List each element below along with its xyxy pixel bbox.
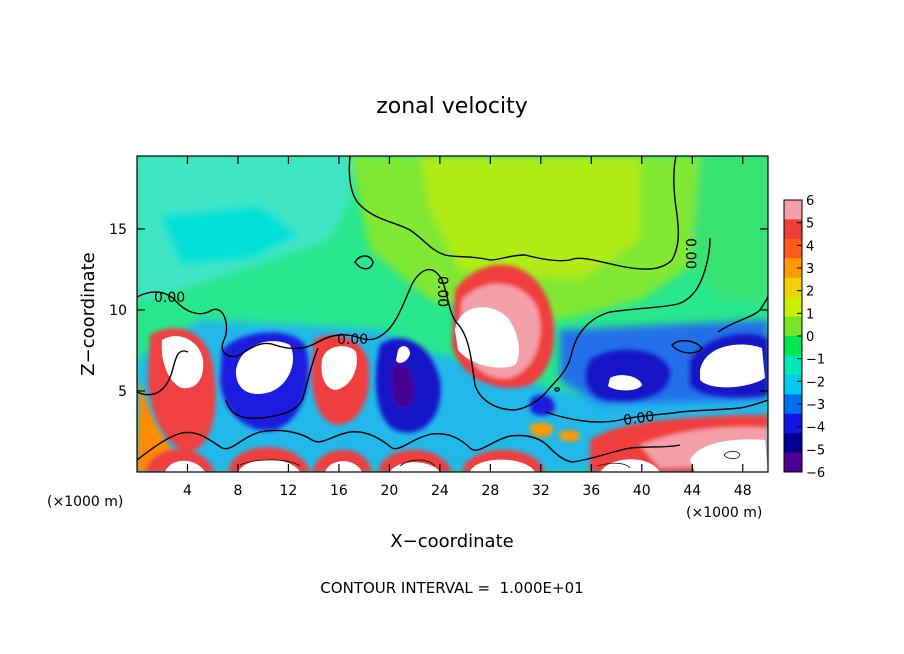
heatmap-field xyxy=(137,156,768,472)
colorbar-tick-label: −3 xyxy=(806,398,825,413)
core-bottom-2 xyxy=(238,459,300,472)
contour-closed-small xyxy=(354,255,374,270)
core-blob-2 xyxy=(235,341,294,394)
colorbar-swatch xyxy=(784,297,802,318)
contour-label-1: 0.00 xyxy=(154,290,185,306)
contour-upper-right xyxy=(348,156,680,270)
contour-interval-note: CONTOUR INTERVAL = 1.000E+01 xyxy=(320,579,583,597)
colorbar-tick-label: −6 xyxy=(806,466,825,481)
contour-mid-lower xyxy=(225,347,319,420)
x-tick-label: 32 xyxy=(532,483,550,499)
x-tick-label: 16 xyxy=(330,483,348,499)
colorbar-swatch xyxy=(784,355,802,376)
colorbar-swatch xyxy=(784,238,802,259)
colorbar-tick-label: 0 xyxy=(806,330,814,345)
x-tick-label: 20 xyxy=(380,483,398,499)
upper-right-green xyxy=(690,156,768,300)
thin-contour-4 xyxy=(597,462,631,469)
core-bottom-far-right xyxy=(690,439,768,472)
upper-center-yellow xyxy=(420,156,640,280)
colorbar-swatch xyxy=(784,316,802,337)
chart-title: zonal velocity xyxy=(376,94,528,119)
colorbar-tick-label: 6 xyxy=(806,194,814,209)
thin-contour-2 xyxy=(399,459,436,467)
colorbar-tick-label: 4 xyxy=(806,239,814,254)
contour-label-2: 0.00 xyxy=(337,332,368,348)
core-left xyxy=(161,336,204,389)
x-tick-label: 40 xyxy=(633,483,651,499)
colorbar-swatch xyxy=(784,200,802,220)
core-center-left xyxy=(321,346,357,390)
x-axis-ticks: 4 8 12 16 20 24 28 32 36 40 44 48 xyxy=(183,156,752,499)
small-orange-spots xyxy=(529,423,580,442)
thin-contour-1 xyxy=(239,459,301,467)
zero-contours xyxy=(137,156,768,463)
colorbar-swatch xyxy=(784,219,802,240)
x-tick-label: 4 xyxy=(183,483,192,499)
contour-closed-right xyxy=(671,340,703,354)
center-purple-core xyxy=(392,363,415,407)
contour-label-3: 0.00 xyxy=(622,409,655,429)
core-central xyxy=(455,307,520,368)
colorbar-swatch xyxy=(784,336,802,356)
colorbar-tick-label: 1 xyxy=(806,307,814,322)
colorbar-swatch xyxy=(784,394,802,415)
x-axis-label: X−coordinate xyxy=(390,531,513,552)
thin-contours xyxy=(239,450,741,469)
colorbar-tick-label: −1 xyxy=(806,353,825,368)
x-tick-label: 24 xyxy=(431,483,449,499)
x-unit-left: (×1000 m) xyxy=(47,494,123,510)
y-axis-label: Z−coordinate xyxy=(78,252,99,375)
thin-contour-3 xyxy=(723,450,741,460)
x-tick-label: 44 xyxy=(683,483,701,499)
core-bottom-4 xyxy=(390,462,440,472)
contour-bottom xyxy=(137,429,681,463)
colorbar-swatch xyxy=(784,452,802,473)
colorbar-tick-label: 2 xyxy=(806,285,814,300)
saturated-cores xyxy=(161,307,768,472)
y-tick-label: 5 xyxy=(118,384,127,400)
plot-frame xyxy=(136,155,769,473)
contour-tiny xyxy=(554,387,560,392)
core-right-small xyxy=(608,375,642,391)
x-tick-label: 48 xyxy=(734,483,752,499)
contour-lower-right xyxy=(544,399,768,423)
right-blue-blob-1 xyxy=(585,349,671,402)
x-tick-label: 8 xyxy=(233,483,242,499)
core-bottom-3 xyxy=(325,461,362,472)
core-small xyxy=(396,346,410,363)
colorbar-tick-label: −2 xyxy=(806,375,825,390)
upper-left-cyan-core xyxy=(160,205,300,265)
colorbar-tick-label: 3 xyxy=(806,262,814,277)
colorbar-tick-label: −4 xyxy=(806,421,825,436)
x-tick-label: 12 xyxy=(280,483,298,499)
colorbar-swatch xyxy=(784,277,802,298)
colorbar-swatch xyxy=(784,258,802,279)
colorbar-swatch xyxy=(784,413,802,434)
colorbar-tick-label: 5 xyxy=(806,217,814,232)
y-axis-ticks: 5 10 15 xyxy=(109,222,768,400)
x-unit-right: (×1000 m) xyxy=(686,505,762,521)
core-bottom-1 xyxy=(165,460,205,472)
x-tick-label: 28 xyxy=(481,483,499,499)
colorbar-tick-label: −5 xyxy=(806,443,825,458)
contour-label-5: 0.00 xyxy=(682,238,698,269)
contour-left-lower xyxy=(137,350,189,396)
y-tick-label: 10 xyxy=(109,303,127,319)
colorbar: 6 5 4 3 2 1 0 −1 −2 −3 −4 −5 −6 xyxy=(783,194,825,481)
contour-label-4: 0.00 xyxy=(434,276,450,307)
small-blue-spot xyxy=(530,394,555,416)
core-right xyxy=(700,344,765,388)
colorbar-swatch xyxy=(784,374,802,395)
core-bottom-5 xyxy=(470,459,535,472)
colorbar-swatch xyxy=(784,433,802,454)
core-bottom-right xyxy=(600,459,660,472)
y-tick-label: 15 xyxy=(109,222,127,238)
x-tick-label: 36 xyxy=(582,483,600,499)
contour-main-zero xyxy=(137,237,711,411)
